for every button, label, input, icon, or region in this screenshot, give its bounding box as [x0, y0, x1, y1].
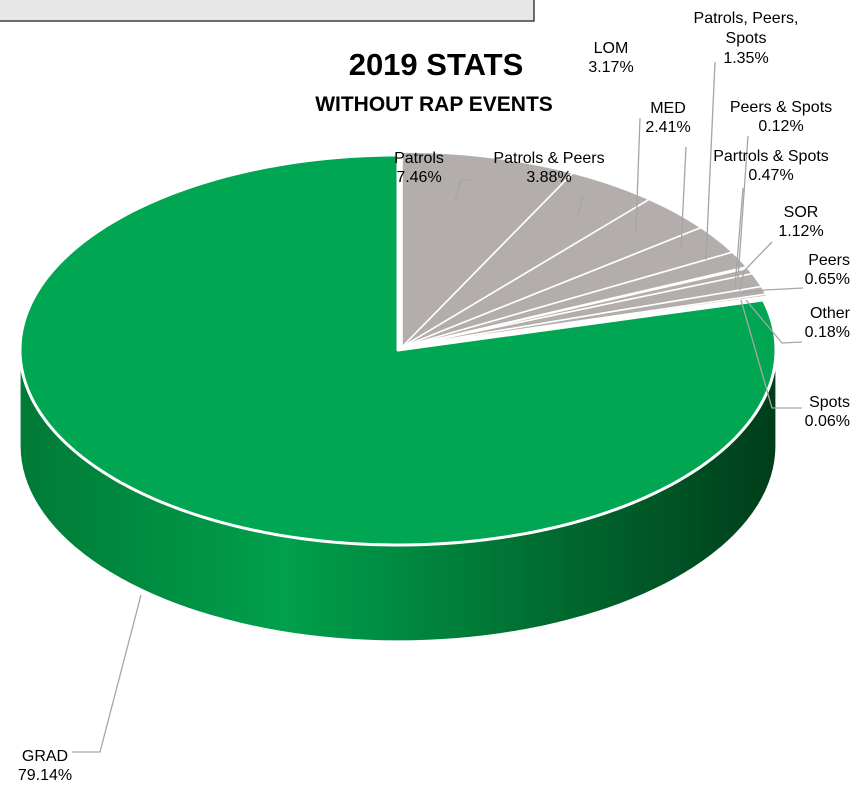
label-lom: LOM 3.17% — [588, 40, 633, 76]
leader-grad — [72, 594, 142, 753]
leader-peers — [740, 287, 804, 294]
label-patrols-peers-spots: Patrols, Peers, Spots 1.35% — [694, 10, 799, 67]
label-peers: Peers 0.65% — [805, 252, 850, 288]
slice-spots — [401, 295, 769, 348]
slice-patrols-peers — [401, 172, 650, 348]
leader-partrols-spots — [734, 187, 744, 288]
slice-lom — [401, 198, 702, 348]
label-other: Other 0.18% — [805, 305, 851, 341]
label-patrols: Patrols 7.46% — [394, 150, 444, 186]
leader-med — [680, 146, 687, 249]
leader-lom — [635, 117, 641, 232]
slice-grad — [18, 153, 778, 547]
chart-subtitle: WITHOUT RAP EVENTS — [315, 93, 553, 116]
slice-med — [401, 226, 734, 348]
label-sor: SOR 1.12% — [778, 204, 823, 240]
slice-patrols — [401, 151, 574, 348]
label-spots: Spots 0.06% — [805, 394, 850, 430]
label-grad: GRAD 79.14% — [18, 748, 72, 784]
pie-top — [18, 151, 778, 547]
label-peers-spots: Peers & Spots 0.12% — [730, 99, 832, 135]
leader-patrols-peers-spots — [705, 61, 716, 261]
leader-sor — [739, 241, 773, 291]
top-box — [0, 0, 535, 22]
leader-spots — [740, 299, 802, 409]
label-patrols-peers: Patrols & Peers 3.88% — [493, 150, 604, 186]
slice-labels: Patrols 7.46% Patrols & Peers 3.88% LOM 3.17%… — [18, 10, 851, 784]
label-med: MED 2.41% — [645, 100, 690, 136]
chart-title: 2019 STATS — [349, 47, 524, 82]
leader-patrols — [454, 179, 471, 202]
leader-other — [745, 299, 803, 344]
leader-patrols-peers — [576, 194, 584, 219]
label-partrols-spots: Partrols & Spots 0.47% — [713, 148, 829, 184]
leader-lines — [72, 61, 804, 753]
leader-peers-spots — [737, 135, 749, 280]
